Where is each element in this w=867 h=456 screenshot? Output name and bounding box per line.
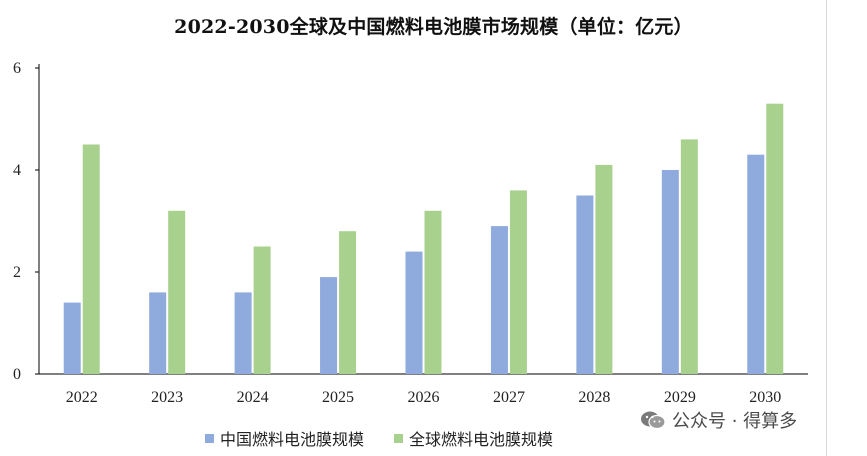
- x-tick-label: 2024: [237, 389, 269, 406]
- x-tick-label: 2029: [664, 389, 696, 406]
- watermark: 公众号 · 得算多: [640, 407, 797, 433]
- bar-china-2029: [661, 170, 679, 374]
- bar-china-2028: [576, 195, 594, 374]
- bar-global-2026: [424, 210, 442, 374]
- bar-china-2024: [234, 292, 252, 374]
- legend-label-china: 中国燃料电池膜规模: [220, 430, 365, 449]
- legend-item-china[interactable]: 中国燃料电池膜规模: [205, 426, 364, 450]
- bar-global-2025: [339, 231, 357, 374]
- legend-item-global[interactable]: 全球燃料电池膜规模: [394, 426, 553, 450]
- x-tick-label: 2025: [322, 389, 354, 406]
- right-border-line: [826, 0, 827, 456]
- bar-global-2024: [253, 246, 271, 374]
- bar-china-2026: [405, 251, 423, 374]
- bar-china-2027: [490, 226, 508, 374]
- bar-global-2028: [595, 164, 613, 374]
- bar-china-2025: [320, 277, 338, 374]
- x-tick-label: 2023: [151, 389, 183, 406]
- wechat-icon: [641, 411, 666, 430]
- y-tick-label: 4: [13, 162, 21, 179]
- y-tick-label: 2: [13, 264, 21, 281]
- x-tick-label: 2030: [749, 389, 781, 406]
- bar-global-2023: [168, 210, 186, 374]
- watermark-text: 公众号 · 得算多: [672, 411, 798, 432]
- legend-swatch-global: [394, 433, 404, 443]
- legend-label-global: 全球燃料电池膜规模: [409, 430, 554, 449]
- bar-global-2030: [766, 103, 784, 374]
- chart-title: 2022-2030全球及中国燃料电池膜市场规模（单位：亿元）: [174, 16, 693, 38]
- legend: 中国燃料电池膜规模 全球燃料电池膜规模: [205, 426, 553, 450]
- bar-china-2022: [63, 302, 81, 374]
- y-tick-label: 0: [13, 366, 21, 383]
- x-tick-label: 2022: [66, 389, 98, 406]
- bar-global-2027: [509, 190, 527, 374]
- x-tick-label: 2027: [493, 389, 525, 406]
- x-tick-label: 2028: [578, 389, 610, 406]
- bar-global-2029: [680, 139, 698, 374]
- bar-china-2030: [747, 154, 765, 374]
- bar-global-2022: [82, 144, 100, 374]
- x-tick-label: 2026: [408, 389, 440, 406]
- bar-china-2023: [149, 292, 167, 374]
- legend-swatch-china: [205, 433, 214, 443]
- y-tick-label: 6: [13, 60, 21, 77]
